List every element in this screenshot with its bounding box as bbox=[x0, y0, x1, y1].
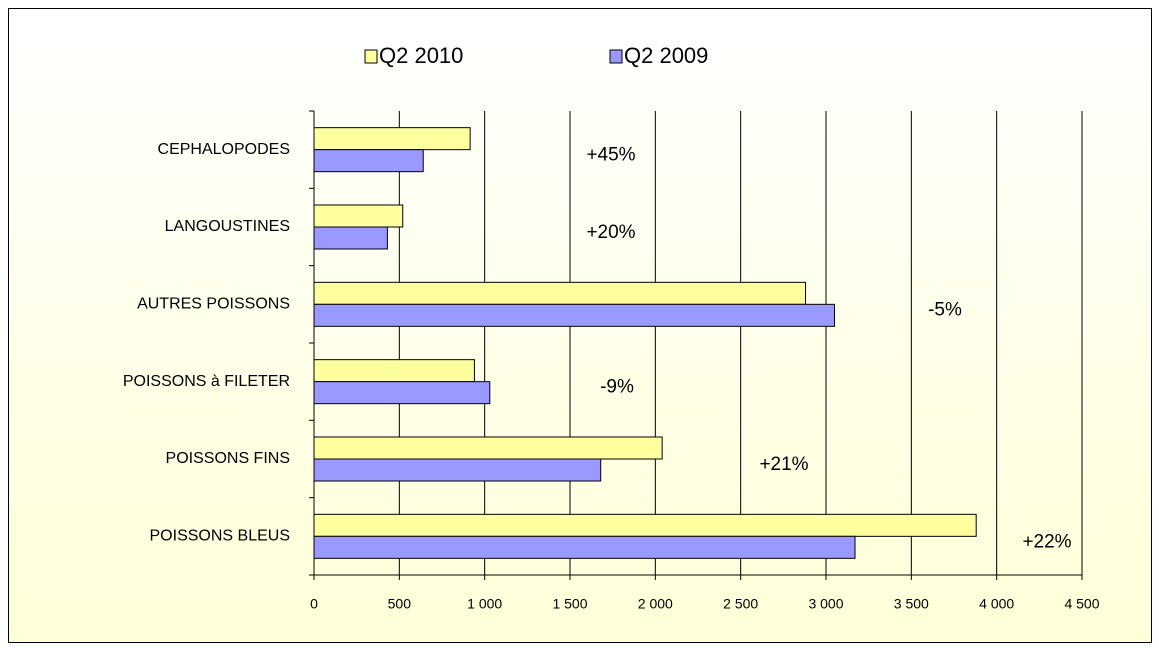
legend-swatch bbox=[364, 49, 378, 64]
y-tick-label: LANGOUSTINES bbox=[165, 218, 290, 235]
bar bbox=[313, 513, 977, 537]
bar bbox=[313, 226, 388, 250]
bar bbox=[313, 149, 424, 173]
legend-label: Q2 2010 bbox=[379, 43, 463, 68]
annotation: -9% bbox=[600, 377, 634, 398]
bar bbox=[313, 303, 836, 327]
x-tick-label: 4 000 bbox=[979, 596, 1014, 612]
bar bbox=[313, 127, 471, 151]
annotation: +22% bbox=[1022, 531, 1071, 552]
bar bbox=[313, 381, 491, 405]
annotation: -5% bbox=[928, 299, 962, 320]
bar bbox=[313, 281, 807, 305]
legend-swatch bbox=[609, 49, 623, 64]
annotation: +20% bbox=[586, 222, 635, 243]
x-tick-label: 3 000 bbox=[808, 596, 843, 612]
x-tick-label: 1 000 bbox=[467, 596, 502, 612]
y-tick-label: POISSONS BLEUS bbox=[150, 528, 291, 545]
annotation: +45% bbox=[586, 145, 635, 166]
legend-label: Q2 2009 bbox=[624, 43, 708, 68]
y-tick-label: POISSONS FINS bbox=[166, 450, 290, 467]
y-tick-label: POISSONS à FILETER bbox=[123, 373, 290, 390]
x-tick-label: 2 500 bbox=[723, 596, 758, 612]
bar bbox=[313, 535, 856, 559]
x-tick-label: 3 500 bbox=[894, 596, 929, 612]
annotation: +21% bbox=[759, 454, 808, 475]
x-tick-label: 1 500 bbox=[552, 596, 587, 612]
x-tick-label: 2 000 bbox=[638, 596, 673, 612]
bar bbox=[313, 204, 404, 228]
x-tick-label: 4 500 bbox=[1064, 596, 1099, 612]
y-tick-label: AUTRES POISSONS bbox=[137, 296, 290, 313]
y-tick-label: CEPHALOPODES bbox=[158, 141, 290, 158]
bar bbox=[313, 359, 475, 383]
bar bbox=[313, 458, 602, 482]
x-tick-label: 0 bbox=[310, 596, 318, 612]
bar bbox=[313, 436, 663, 460]
x-tick-label: 500 bbox=[388, 596, 412, 612]
